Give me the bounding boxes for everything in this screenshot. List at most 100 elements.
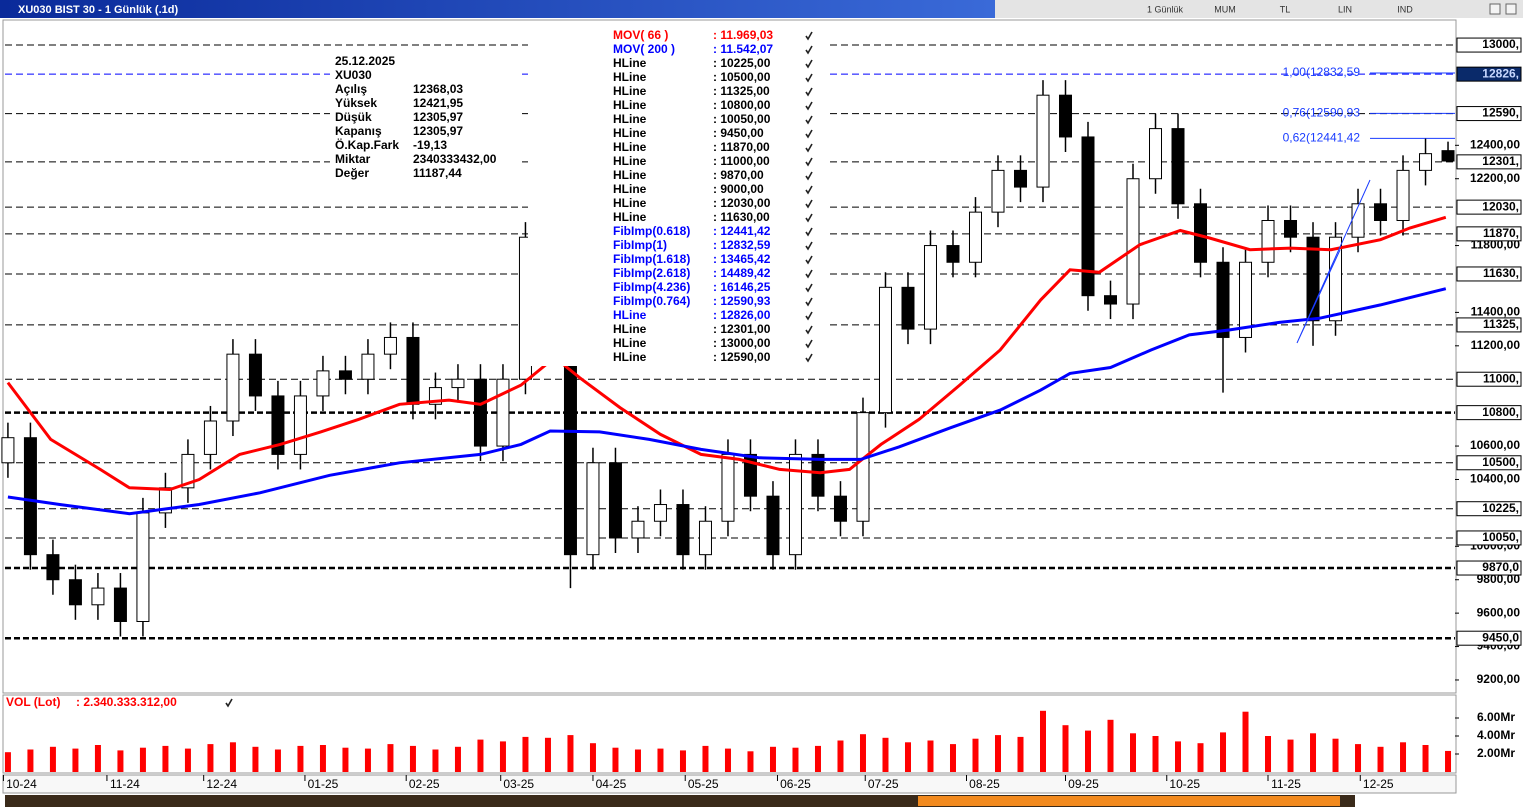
volume-bar xyxy=(229,742,236,772)
toolbar-item[interactable]: MUM xyxy=(1214,4,1236,14)
check-icon xyxy=(805,101,813,111)
check-icon xyxy=(805,213,813,223)
volume-bar xyxy=(252,746,259,772)
legend-value: : 13465,42 xyxy=(713,252,771,266)
legend-value: : 10225,00 xyxy=(713,56,771,70)
volume-bar xyxy=(1107,719,1114,772)
legend-name: HLine xyxy=(613,112,647,126)
volume-bar xyxy=(364,748,371,772)
scroll-thumb[interactable] xyxy=(918,796,1340,806)
candle-body xyxy=(811,453,825,497)
candle-body xyxy=(856,412,870,522)
h-line-label-box xyxy=(1456,501,1522,517)
volume-bar xyxy=(1422,745,1429,772)
check-icon xyxy=(805,199,813,209)
legend-value: : 11325,00 xyxy=(713,84,770,98)
legend-value: : 16146,25 xyxy=(713,280,771,294)
candle-body xyxy=(743,453,757,497)
volume-bar xyxy=(184,748,191,772)
legend-name: MOV( 200 ) xyxy=(613,42,675,56)
y-tick-label: 9200,00 xyxy=(1477,672,1521,686)
legend-value: : 11.969,03 xyxy=(713,28,773,42)
window-button[interactable] xyxy=(1505,3,1517,15)
info-label: Kapanış xyxy=(335,124,382,138)
check-icon xyxy=(805,255,813,265)
legend-value: : 10800,00 xyxy=(713,98,771,112)
check-icon xyxy=(805,325,813,335)
check-icon xyxy=(805,185,813,195)
volume-bar xyxy=(747,751,754,772)
info-label: Düşük xyxy=(335,110,372,124)
info-value: -19,13 xyxy=(413,138,447,152)
check-icon xyxy=(805,353,813,363)
check-icon xyxy=(805,157,813,167)
volume-bar xyxy=(27,749,34,772)
legend-name: MOV( 66 ) xyxy=(613,28,668,42)
candle-body xyxy=(1,437,15,464)
h-line-label: 10050, xyxy=(1482,530,1519,544)
x-axis-panel xyxy=(2,774,1457,794)
volume-bar xyxy=(522,736,529,772)
legend-name: HLine xyxy=(613,322,647,336)
volume-bar xyxy=(432,749,439,772)
h-line-label-box xyxy=(1456,226,1522,242)
fib-label: 0,62(12441,42 xyxy=(1283,131,1361,145)
volume-bar xyxy=(477,739,484,772)
h-line-label: 12826, xyxy=(1482,66,1519,80)
candle-body xyxy=(181,453,195,489)
legend-value: : 9450,00 xyxy=(713,126,764,140)
legend-name: HLine xyxy=(613,336,647,350)
candle-body xyxy=(68,579,82,606)
volume-bar xyxy=(1265,736,1272,772)
candle-body xyxy=(383,336,397,355)
toolbar-item[interactable]: 1 Günlük xyxy=(1147,4,1184,14)
h-line-label-box xyxy=(1456,317,1522,333)
legend-value: : 14489,42 xyxy=(713,266,771,280)
toolbar-item[interactable]: TL xyxy=(1280,4,1291,14)
legend-name: FibImp(1.618) xyxy=(613,252,690,266)
candle-body xyxy=(23,437,37,556)
legend-name: FibImp(4.236) xyxy=(613,280,690,294)
info-value: 12368,03 xyxy=(413,82,463,96)
toolbar-item[interactable]: IND xyxy=(1397,4,1413,14)
legend-name: HLine xyxy=(613,140,647,154)
candle-body xyxy=(1374,203,1388,221)
volume-bar xyxy=(1332,738,1339,772)
x-tick-label: 12-24 xyxy=(206,777,237,791)
legend-name: HLine xyxy=(613,210,647,224)
volume-bar xyxy=(454,746,461,772)
info-label: Miktar xyxy=(335,152,371,166)
h-line-label: 11870, xyxy=(1483,226,1519,240)
candle-body xyxy=(1013,169,1027,188)
legend-name: FibImp(2.618) xyxy=(613,266,690,280)
check-icon xyxy=(805,311,813,321)
x-tick-label: 08-25 xyxy=(969,777,1000,791)
window-button[interactable] xyxy=(1489,3,1501,15)
candle-body xyxy=(293,395,307,455)
fib-label: 1,00(12832,59 xyxy=(1283,65,1361,79)
h-line-label: 11325, xyxy=(1483,317,1519,331)
candle-body xyxy=(1396,169,1410,221)
candle-body xyxy=(1058,94,1072,138)
check-icon xyxy=(805,171,813,181)
toolbar-item[interactable]: LIN xyxy=(1338,4,1352,14)
h-line-label: 13000, xyxy=(1482,37,1519,51)
volume-bar xyxy=(1130,733,1137,772)
x-tick-label: 01-25 xyxy=(308,777,339,791)
x-tick-label: 10-24 xyxy=(6,777,37,791)
legend-name: HLine xyxy=(613,154,647,168)
candle-body xyxy=(923,245,937,330)
legend-value: : 12832,59 xyxy=(713,238,771,252)
volume-bar xyxy=(769,746,776,772)
check-icon xyxy=(805,297,813,307)
check-icon xyxy=(805,87,813,97)
volume-bar xyxy=(72,748,79,772)
candle-body xyxy=(473,378,487,447)
moving-average xyxy=(7,287,1447,516)
volume-bar xyxy=(972,738,979,772)
x-tick-label: 04-25 xyxy=(596,777,627,791)
candle-body xyxy=(1284,219,1298,238)
legend-value: : 12441,42 xyxy=(713,224,771,238)
